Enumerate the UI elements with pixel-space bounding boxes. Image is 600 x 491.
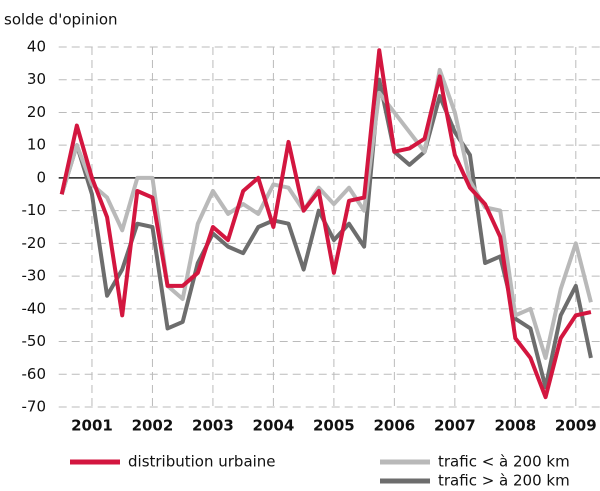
x-tick-label: 2005 [313,417,355,435]
y-axis-title: solde d'opinion [4,11,118,29]
y-tick-label: -30 [22,267,47,285]
x-tick-label: 2004 [253,417,295,435]
x-tick-label: 2003 [192,417,234,435]
y-tick-label: 20 [27,103,46,121]
y-tick-label: 0 [36,168,46,186]
y-tick-label: -40 [22,299,47,317]
series-line [59,48,592,400]
y-tick-label: -70 [22,398,47,416]
y-tick-label: -20 [22,234,47,252]
x-tick-label: 2002 [132,417,174,435]
y-tick-label: -10 [22,201,47,219]
series-line [59,67,593,360]
x-tick-label: 2001 [71,417,113,435]
x-tick-label: 2008 [494,417,536,435]
y-tick-label: 10 [27,136,46,154]
x-tick-label: 2006 [373,417,415,435]
x-tick-label: 2009 [555,417,597,435]
y-tick-label: -60 [22,365,47,383]
x-tick-label: 2007 [434,417,476,435]
legend-label: trafic < à 200 km [438,453,570,471]
y-tick-label: -50 [22,332,47,350]
y-tick-label: 30 [27,70,46,88]
legend-label: trafic > à 200 km [438,472,570,490]
y-tick-label: 40 [27,38,46,56]
legend-label: distribution urbaine [128,453,276,471]
